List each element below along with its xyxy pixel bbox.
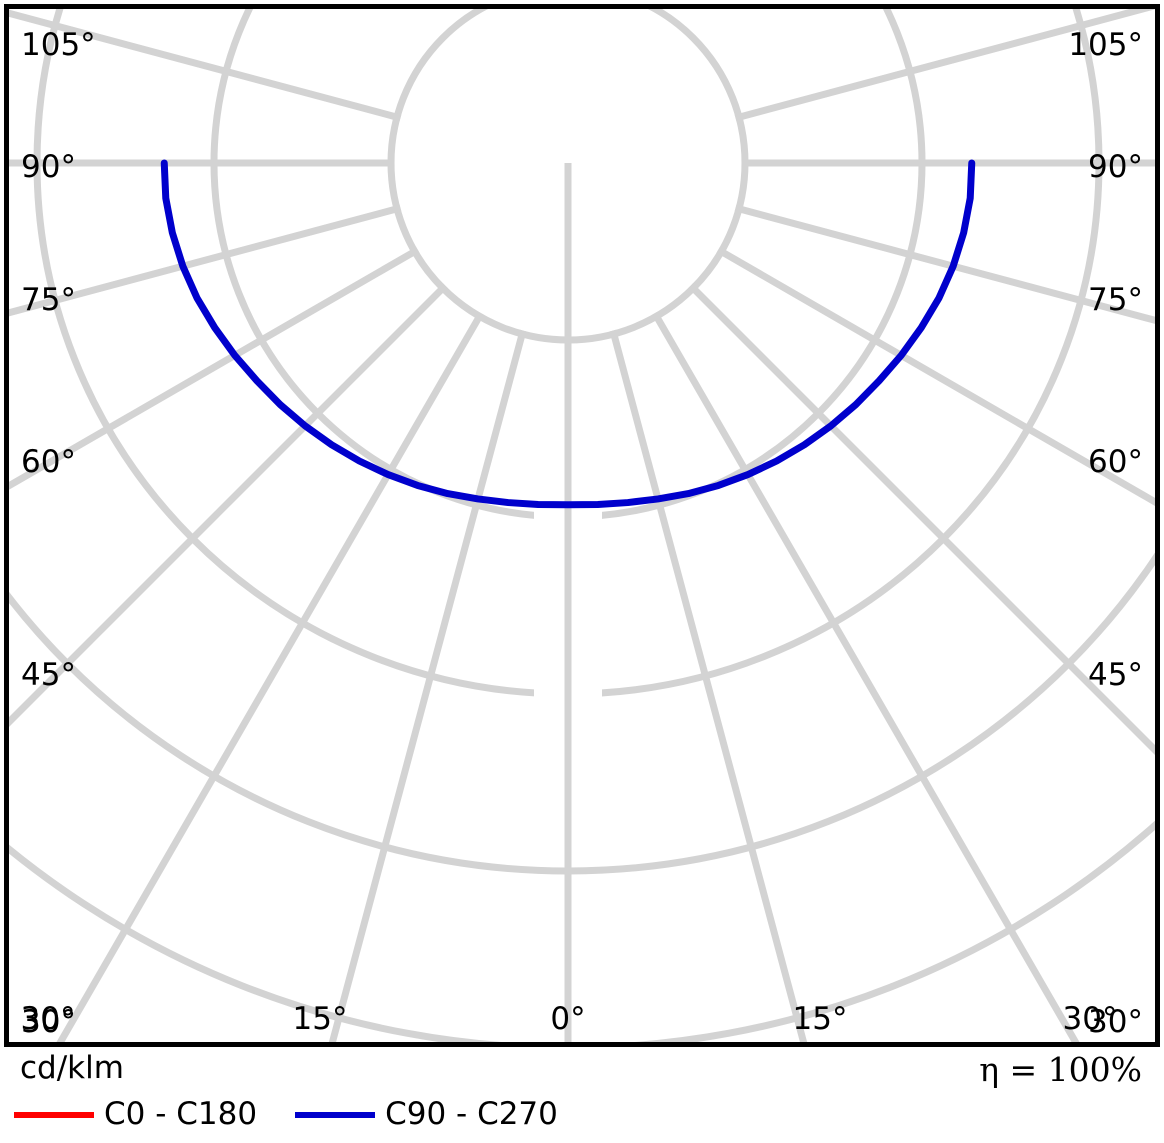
legend-entry-0: C0 - C180 [14,1099,257,1130]
angle-tick-right-4: 45° [1088,657,1143,693]
angle-tick-right-2: 75° [1088,282,1143,318]
angle-tick-left-4: 45° [21,657,76,693]
legend-label-1: C90 - C270 [385,1096,558,1132]
legend-swatch-0 [14,1111,94,1118]
angle-tick-right-3: 60° [1088,444,1143,480]
angle-tick-right-5: 30° [1088,1004,1143,1040]
polar-grid [9,9,1155,1042]
angle-tick-bottom-0: 30° [20,1001,76,1037]
angle-tick-left-2: 75° [21,282,76,318]
angle-tick-left-5: 30° [21,1004,76,1040]
angle-tick-left-0: 105° [21,27,96,63]
efficiency-label: η = 100% [979,1050,1142,1089]
angle-tick-right-0: 105° [1068,27,1143,63]
chart-legend: C0 - C180 C90 - C270 [14,1099,596,1130]
polar-plot-frame: 105° 90° 75° 60° 45° 30° 105° 90° 75° 60° 45° 30° … [4,4,1160,1047]
chart-footer: cd/klm η = 100% C0 - C180 C90 - C270 [0,1047,1164,1143]
legend-label-0: C0 - C180 [104,1096,258,1132]
angle-tick-bottom-3: 15° [792,1001,848,1037]
angle-tick-left-3: 60° [21,444,76,480]
unit-label: cd/klm [20,1050,124,1086]
angle-tick-right-1: 90° [1088,149,1143,185]
polar-curves [160,159,976,509]
angle-tick-bottom-1: 15° [292,1001,348,1037]
angle-tick-bottom-4: 30° [1062,1001,1118,1037]
angle-tick-left-1: 90° [21,149,76,185]
legend-swatch-1 [295,1111,376,1118]
legend-entry-1: C90 - C270 [295,1099,558,1130]
curve-c90-c270 [160,159,976,509]
polar-grid-and-curves [9,9,1155,1042]
angle-tick-bottom-2: 0° [550,1001,586,1037]
